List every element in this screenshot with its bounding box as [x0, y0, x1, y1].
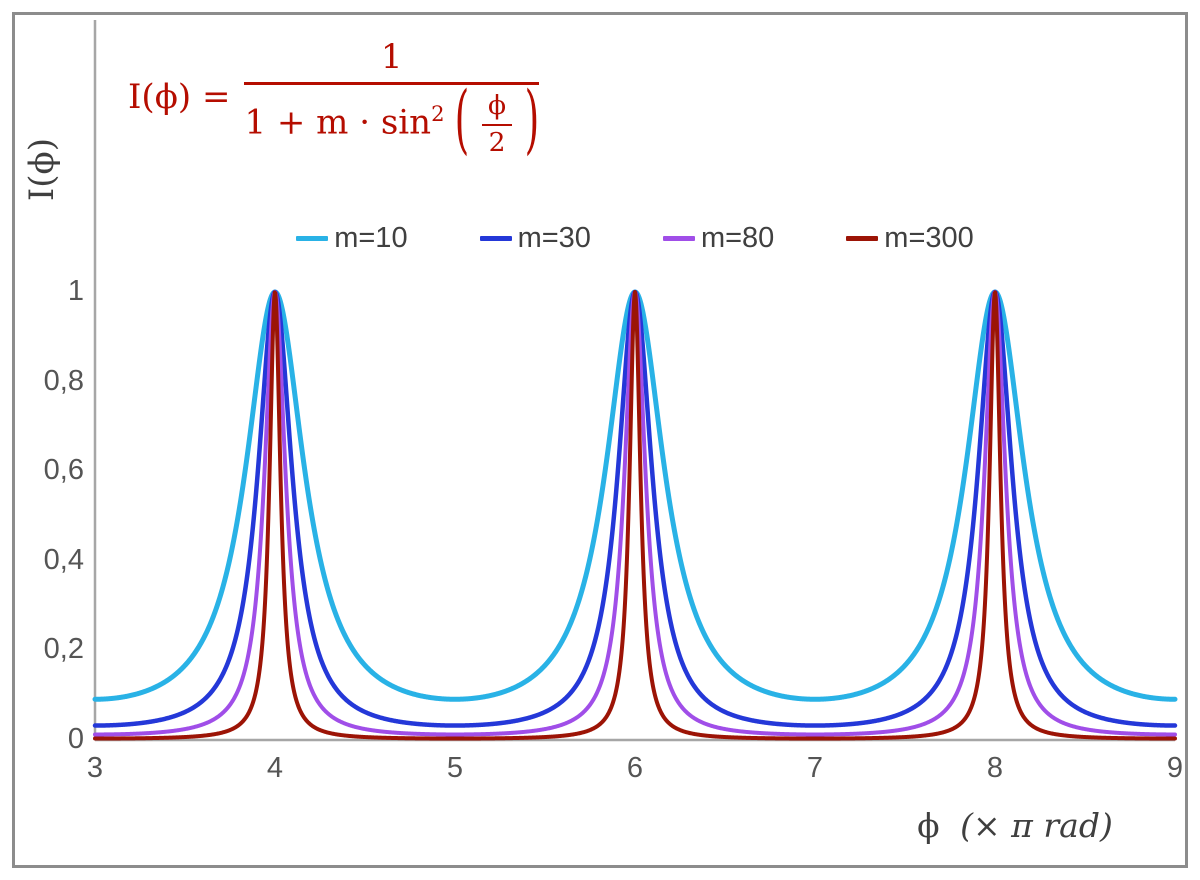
y-tick-label: 0	[67, 723, 84, 755]
formula-squared-exponent: 2	[431, 101, 445, 127]
x-axis-title-unit: (× π rad)	[960, 806, 1113, 845]
curve-m300	[93, 290, 1177, 741]
legend: m=10 m=30 m=80 m=300	[95, 222, 1175, 255]
legend-swatch-m300	[846, 236, 879, 241]
legend-item-m30: m=30	[479, 222, 591, 255]
legend-label-m300: m=300	[884, 222, 974, 254]
legend-label-m80: m=80	[700, 222, 775, 254]
open-paren: (	[454, 77, 470, 164]
legend-swatch-m30	[479, 236, 512, 241]
formula-inner-numerator: ϕ	[482, 90, 513, 126]
formula-fraction: 1 1 + m · sin2 ( ϕ 2 )	[244, 37, 539, 163]
x-tick-label: 7	[806, 752, 824, 784]
x-tick-label: 9	[1166, 752, 1184, 784]
y-tick-label: 1	[67, 275, 84, 307]
legend-label-m30: m=30	[517, 222, 591, 254]
formula-inner-denominator: 2	[488, 126, 506, 158]
y-tick-label: 0,2	[43, 633, 84, 666]
y-tick-label: 0,6	[43, 454, 84, 487]
x-tick-label: 6	[626, 752, 644, 784]
x-tick-label: 3	[86, 752, 104, 784]
x-tick-label: 5	[446, 752, 464, 784]
legend-item-m10: m=10	[296, 222, 408, 255]
formula-denominator-prefix: 1 + m · sin	[244, 102, 432, 143]
x-tick-label: 4	[266, 752, 284, 784]
formula-numerator: 1	[244, 37, 539, 86]
formula: I(ϕ) = 1 1 + m · sin2 ( ϕ 2 )	[128, 37, 539, 163]
formula-lhs: I(ϕ) =	[128, 77, 231, 118]
x-axis-title: ϕ (× π rad)	[850, 806, 1180, 845]
legend-swatch-m10	[296, 236, 329, 241]
formula-denominator: 1 + m · sin2 ( ϕ 2 )	[244, 77, 539, 163]
y-axis-title: I(ϕ)	[22, 138, 62, 202]
curve-m80	[93, 290, 1177, 737]
formula-inner-fraction: ϕ 2	[482, 90, 513, 158]
y-tick-label: 0,8	[43, 364, 84, 397]
y-tick-label: 0,4	[43, 543, 84, 576]
curve-m30	[92, 289, 1178, 728]
legend-label-m10: m=10	[334, 222, 408, 254]
legend-item-m300: m=300	[846, 222, 974, 255]
legend-swatch-m80	[662, 236, 695, 241]
x-axis-title-symbol: ϕ	[917, 806, 940, 845]
x-tick-label: 8	[986, 752, 1004, 784]
legend-item-m80: m=80	[662, 222, 775, 255]
close-paren: )	[524, 77, 540, 164]
